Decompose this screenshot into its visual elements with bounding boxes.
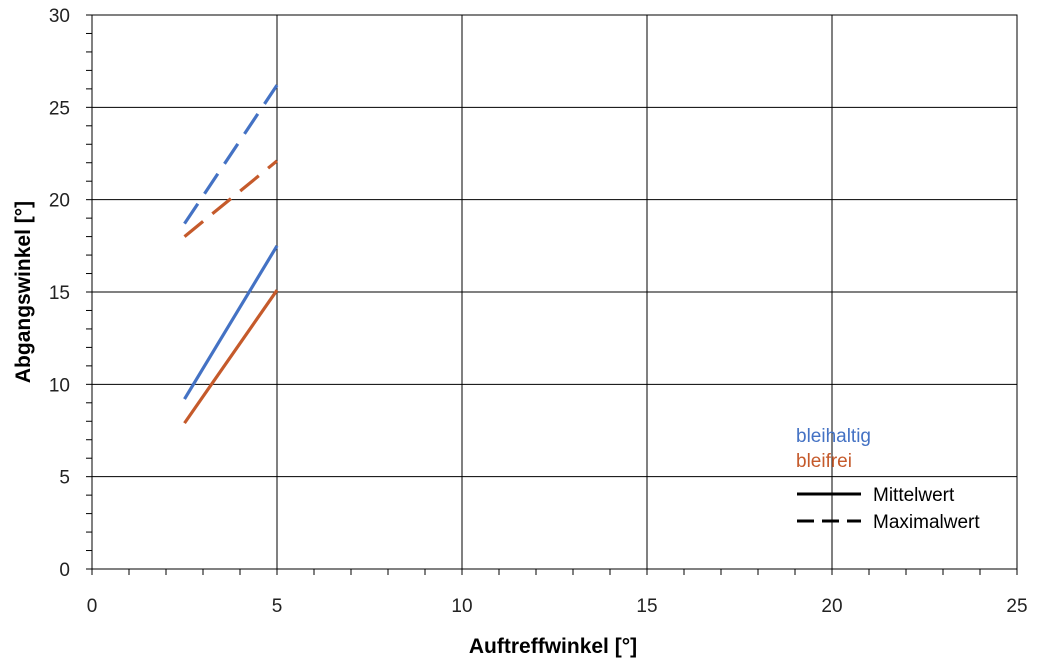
y-tick-label: 5 bbox=[59, 468, 70, 489]
y-tick-label: 25 bbox=[49, 98, 70, 119]
gridlines bbox=[91, 14, 1018, 570]
legend-maximalwert: Maximalwert bbox=[873, 512, 980, 533]
x-axis-title: Auftreffwinkel [°] bbox=[469, 635, 637, 658]
y-axis-title: Abgangswinkel [°] bbox=[12, 201, 35, 383]
x-tick-label: 15 bbox=[636, 596, 657, 617]
y-tick-labels: 0 5 10 15 20 25 30 bbox=[49, 6, 70, 581]
series-bleifrei-maximalwert bbox=[183, 159, 279, 238]
minor-ticks bbox=[86, 14, 1018, 575]
legend: bleihaltig bleifrei Mittelwert Maximalwe… bbox=[796, 426, 980, 533]
series-bleihaltig-mittelwert bbox=[183, 245, 279, 400]
legend-bleihaltig: bleihaltig bbox=[796, 426, 871, 447]
y-tick-label: 15 bbox=[49, 283, 70, 304]
series-layer bbox=[183, 84, 279, 425]
legend-mittelwert: Mittelwert bbox=[873, 485, 955, 506]
legend-bleifrei: bleifrei bbox=[796, 451, 852, 472]
x-tick-label: 5 bbox=[272, 596, 283, 617]
y-tick-label: 10 bbox=[49, 375, 70, 396]
y-tick-label: 0 bbox=[59, 560, 70, 581]
x-tick-label: 25 bbox=[1006, 596, 1027, 617]
x-tick-label: 0 bbox=[87, 596, 98, 617]
x-tick-labels: 0 5 10 15 20 25 bbox=[87, 596, 1028, 617]
series-bleifrei-mittelwert bbox=[183, 289, 279, 425]
y-tick-label: 20 bbox=[49, 191, 70, 212]
x-tick-label: 10 bbox=[451, 596, 472, 617]
series-bleihaltig-maximalwert bbox=[183, 84, 279, 225]
x-tick-label: 20 bbox=[821, 596, 842, 617]
y-tick-label: 30 bbox=[49, 6, 70, 27]
